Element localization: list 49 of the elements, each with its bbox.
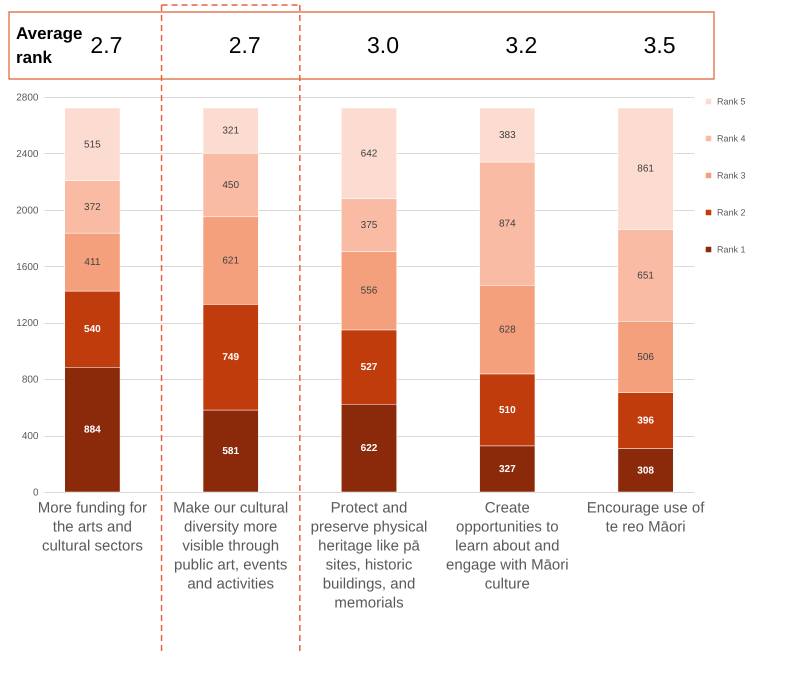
text: 3.0 xyxy=(367,32,399,58)
data-label: 321 xyxy=(222,126,240,137)
data-label: 327 xyxy=(498,464,516,475)
x-tick-label: Encourage use of te reo Māori xyxy=(586,500,706,536)
y-tick-label: 1600 xyxy=(16,262,39,273)
data-label: 372 xyxy=(84,202,102,213)
data-label: 506 xyxy=(637,352,654,363)
data-label: 375 xyxy=(360,220,378,232)
text: 2.7 xyxy=(90,32,122,58)
legend-label: Rank 2 xyxy=(717,208,746,218)
x-tick-label: More funding for the arts and cultural sectors xyxy=(38,500,148,554)
data-label: 622 xyxy=(360,443,378,454)
y-tick-label: 800 xyxy=(22,374,39,386)
x-tick-label: Protect and preserve physical heritage like pā sites, historic buildings, and memorials xyxy=(310,500,428,612)
text: 3.5 xyxy=(644,32,676,58)
data-label: 527 xyxy=(360,362,378,374)
data-label: 621 xyxy=(222,256,240,267)
data-label: 515 xyxy=(84,139,102,150)
legend-label: Rank 3 xyxy=(717,170,746,180)
y-tick-label: 1200 xyxy=(16,318,39,330)
text: 2.7 xyxy=(228,32,261,58)
data-label: 540 xyxy=(84,324,102,336)
legend-label: Rank 5 xyxy=(717,96,746,106)
data-label: 749 xyxy=(222,352,240,364)
data-label: 510 xyxy=(498,404,516,416)
data-label: 308 xyxy=(637,465,654,476)
y-tick-label: 2000 xyxy=(16,205,39,216)
data-label: 628 xyxy=(498,324,516,336)
data-label: 874 xyxy=(498,218,516,230)
data-label: 861 xyxy=(637,164,654,175)
x-tick-label: Create opportunities to learn about and engage with Māori culture xyxy=(446,500,569,592)
text: 3.2 xyxy=(505,32,538,58)
y-tick-label: 0 xyxy=(32,488,39,498)
legend-label: Rank 1 xyxy=(717,244,746,254)
y-tick-label: 2800 xyxy=(16,92,39,104)
data-label: 581 xyxy=(222,446,240,458)
y-tick-label: 2400 xyxy=(16,148,39,160)
data-label: 450 xyxy=(222,180,240,192)
data-label: 411 xyxy=(84,257,101,268)
legend-label: Rank 4 xyxy=(717,134,746,144)
data-label: 396 xyxy=(637,416,654,427)
text: Average rank xyxy=(16,24,82,67)
data-label: 556 xyxy=(360,286,378,297)
x-tick-label: Make our cultural diversity more visible through public art, events and activities xyxy=(173,500,288,592)
data-label: 884 xyxy=(84,424,102,436)
data-label: 642 xyxy=(360,148,378,160)
data-label: 383 xyxy=(498,130,516,142)
y-tick-label: 400 xyxy=(22,431,39,442)
data-label: 651 xyxy=(637,270,654,282)
